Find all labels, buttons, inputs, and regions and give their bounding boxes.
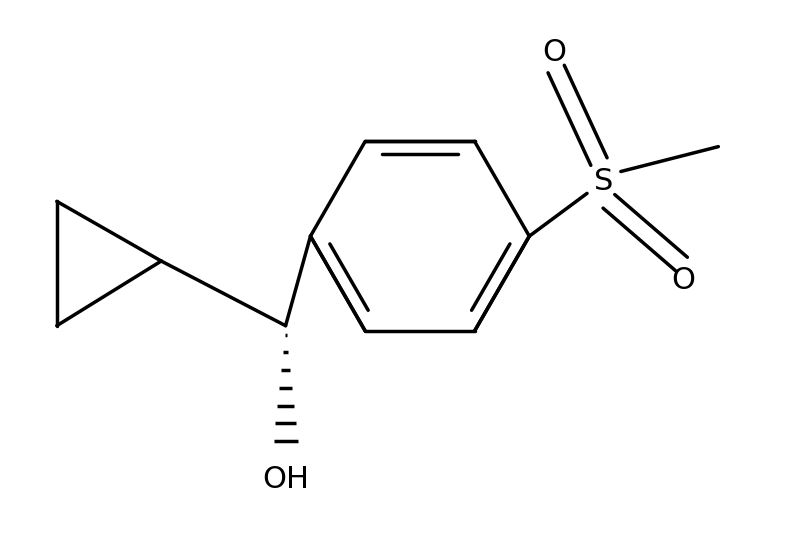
Text: OH: OH	[262, 465, 309, 494]
Text: O: O	[672, 266, 696, 295]
Text: O: O	[542, 38, 566, 66]
Text: S: S	[595, 167, 614, 196]
